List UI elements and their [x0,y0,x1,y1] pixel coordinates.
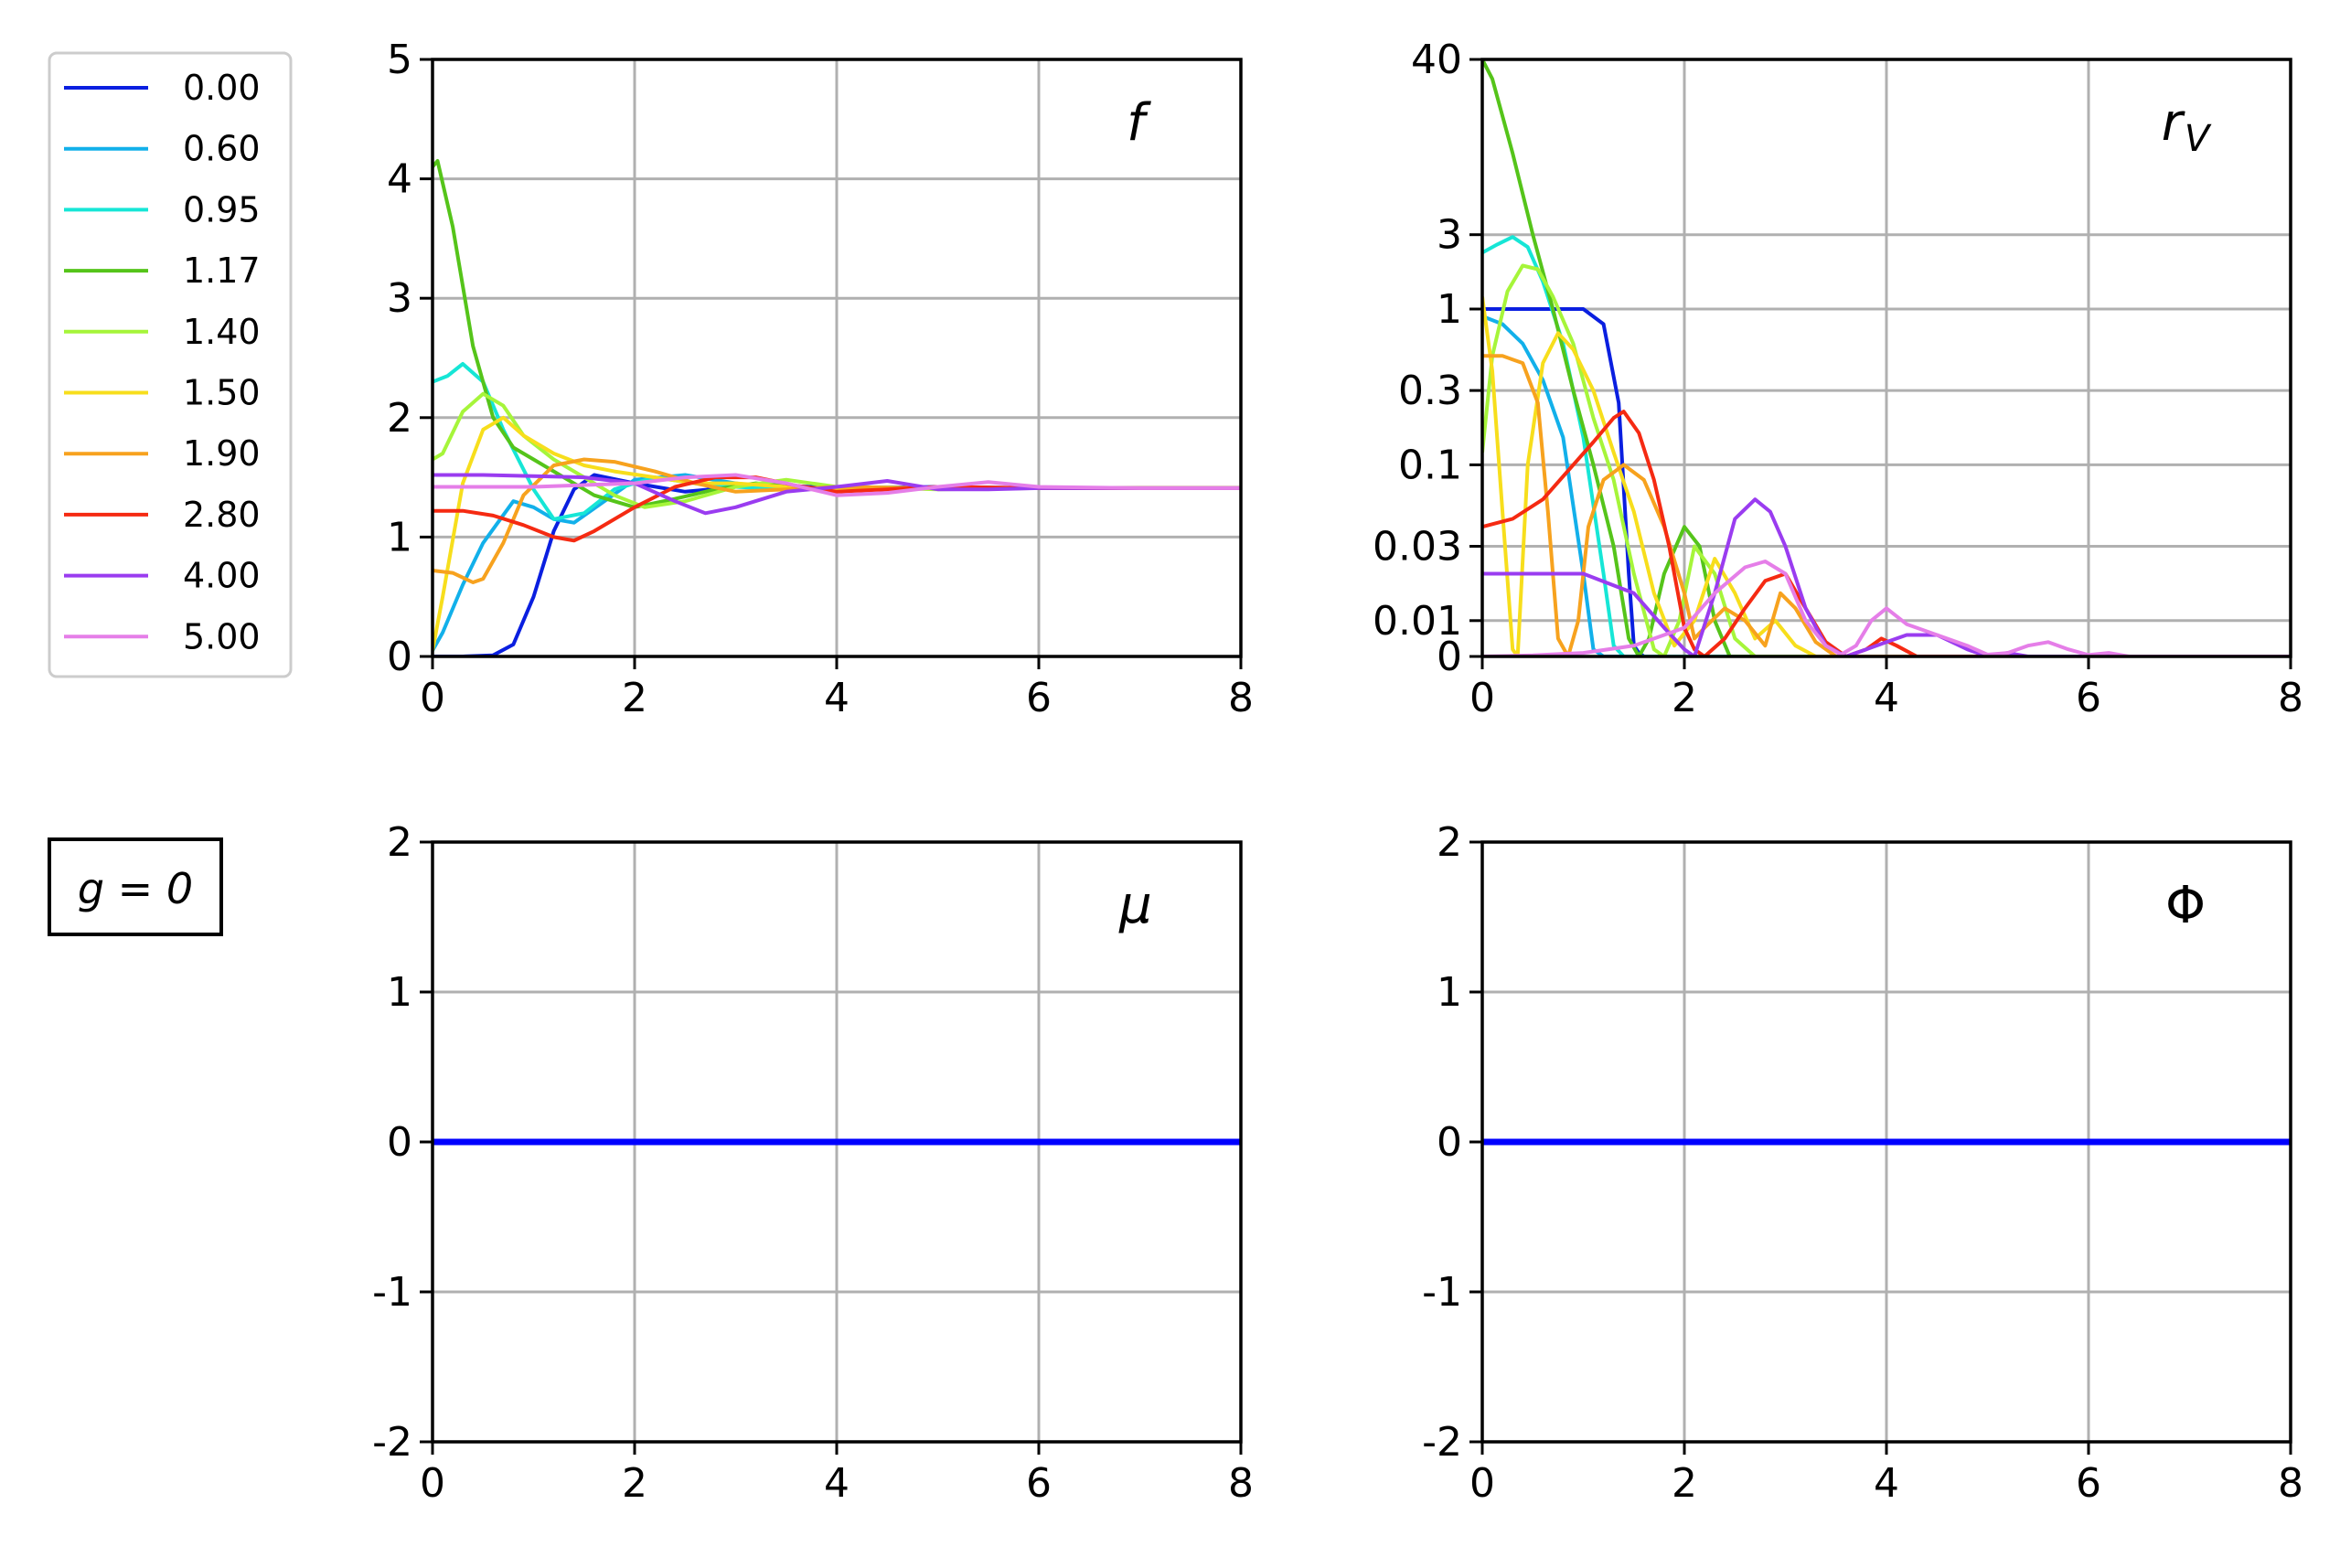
y-tick-label: 2 [1437,819,1462,866]
y-tick-label: 0.03 [1373,524,1462,571]
legend-entry: 4.00 [64,556,261,596]
legend-label: 1.90 [183,433,261,474]
y-tick-label: 0 [1437,634,1462,680]
legend-entry: 1.90 [64,433,261,474]
series-line-4.00 [1482,497,2291,656]
legend-label: 2.80 [183,495,261,535]
legend-entry: 0.95 [64,189,261,229]
legend-label: 1.40 [183,312,261,352]
g-annotation-text: g = 0 [78,864,193,913]
series-line-5.00 [1482,560,2291,656]
x-tick-label: 6 [2076,675,2101,721]
legend-label: 0.00 [183,68,261,108]
y-tick-label: 2 [387,819,412,866]
series-group [1482,59,2291,656]
series-line-0.60 [1482,314,2291,656]
legend-entry: 5.00 [64,616,261,656]
legend-label: 1.17 [183,251,261,291]
series-line-5.00 [433,473,1241,497]
legend-entry: 0.00 [64,68,261,108]
g-annotation: g = 0 [48,837,223,936]
x-tick-label: 2 [622,1460,647,1507]
legend-label: 0.60 [183,129,261,169]
y-tick-label: 40 [1411,37,1462,83]
x-tick-label: 4 [1874,1460,1899,1507]
x-tick-label: 0 [420,1460,445,1507]
y-tick-label: -2 [372,1419,412,1466]
x-tick-label: 6 [1026,675,1052,721]
y-tick-label: 1 [387,969,412,1016]
series-line-2.80 [433,475,1241,543]
series-line-1.50 [1482,296,2291,656]
legend-label: 4.00 [183,556,261,596]
x-tick-label: 2 [622,675,647,721]
series-line-1.90 [433,457,1241,584]
series-line-4.00 [433,473,1241,516]
legend-entry: 1.40 [64,312,261,352]
x-tick-label: 6 [1026,1460,1052,1507]
y-tick-label: -2 [1422,1419,1462,1466]
legend-items: 0.00 0.60 0.95 1.17 1.40 1.50 1.90 2.80 4.00 5.00 [64,68,261,656]
panel-phi: 0 2 4 6 8 -2 -1 0 1 2 Φ [1422,819,2303,1507]
y-tick-label: 3 [387,275,412,322]
y-tick-label: 2 [387,395,412,442]
x-tick-label: 4 [824,675,849,721]
legend: 0.00 0.60 0.95 1.17 1.40 1.50 1.90 2.80 4.00 5.00 [48,51,293,678]
legend-label: 1.50 [183,373,261,413]
x-tick-label: 0 [1469,1460,1495,1507]
y-tick-label: 0.1 [1398,442,1462,488]
legend-entry: 2.80 [64,495,261,535]
x-tick-label: 6 [2076,1460,2101,1507]
series-group [433,159,1241,656]
x-tick-label: 2 [1672,675,1697,721]
y-tick-label: 5 [387,37,412,83]
panel-title: Φ [2165,876,2206,935]
x-tick-label: 8 [2278,675,2303,721]
y-tick-label: 1 [1437,286,1462,333]
y-tick-label: 1 [387,514,412,560]
y-tick-label: 1 [1437,969,1462,1016]
y-tick-label: 0.3 [1398,368,1462,414]
y-tick-label: 4 [387,156,412,203]
legend-entry: 1.17 [64,251,261,291]
y-tick-label: 0 [387,1119,412,1166]
legend-label: 5.00 [183,616,261,656]
panel-mu: 0 2 4 6 8 -2 -1 0 1 2 μ [372,819,1254,1507]
y-tick-label: -1 [1422,1269,1462,1316]
legend-entry: 1.50 [64,373,261,413]
x-tick-label: 0 [420,675,445,721]
y-tick-label: 0 [1437,1119,1462,1166]
y-tick-label: 3 [1437,212,1462,259]
x-tick-label: 2 [1672,1460,1697,1507]
x-tick-label: 8 [1228,675,1254,721]
panel-title: μ [1118,876,1152,935]
g-annotation-box [48,837,223,936]
legend-label: 0.95 [183,189,261,229]
x-tick-label: 4 [1874,675,1899,721]
y-tick-label: 0.01 [1373,598,1462,645]
x-tick-label: 4 [824,1460,849,1507]
x-tick-label: 8 [2278,1460,2303,1507]
x-tick-label: 0 [1469,675,1495,721]
legend-entry: 0.60 [64,129,261,169]
series-line-1.17 [1482,59,2291,656]
y-tick-label: 0 [387,634,412,680]
x-tick-label: 8 [1228,1460,1254,1507]
y-tick-label: -1 [372,1269,412,1316]
